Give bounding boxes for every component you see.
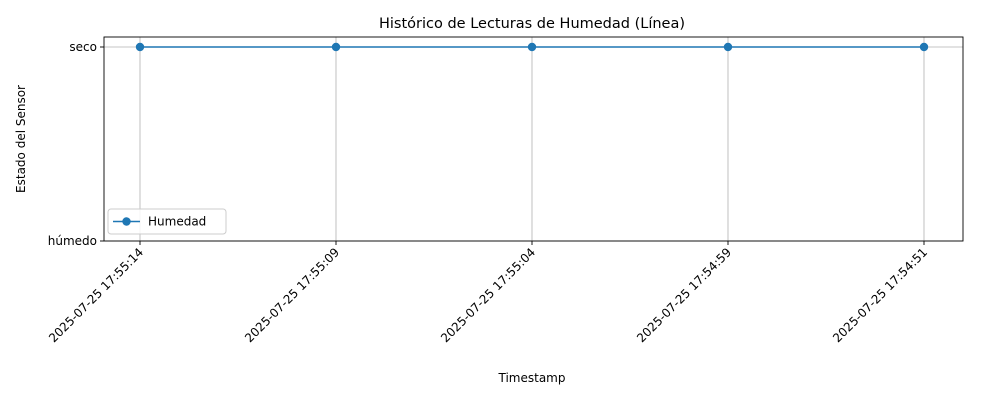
- data-point: [331, 42, 341, 52]
- x-axis-label: Timestamp: [498, 371, 566, 385]
- data-point: [919, 42, 929, 52]
- y-axis-label: Estado del Sensor: [14, 85, 28, 193]
- x-tick-label: 2025-07-25 17:55:04: [438, 245, 538, 345]
- data-point: [135, 42, 145, 52]
- chart-title: Histórico de Lecturas de Humedad (Línea): [379, 16, 685, 32]
- y-tick-label: húmedo: [48, 234, 97, 248]
- x-tick-label: 2025-07-25 17:55:14: [46, 245, 146, 345]
- x-tick-label: 2025-07-25 17:55:09: [242, 245, 342, 345]
- legend-box: [107, 208, 227, 235]
- x-tick-label: 2025-07-25 17:54:59: [634, 245, 734, 345]
- x-tick-label: 2025-07-25 17:54:51: [830, 245, 930, 345]
- data-point: [723, 42, 733, 52]
- y-tick-label: seco: [69, 40, 97, 54]
- legend-marker: [122, 217, 131, 226]
- legend-label: Humedad: [148, 215, 206, 229]
- plot-frame: [103, 36, 964, 242]
- plot-area: húmedo seco 2025-07-25 17:55:14 2025-07-25 …: [46, 36, 964, 345]
- data-point: [527, 42, 537, 52]
